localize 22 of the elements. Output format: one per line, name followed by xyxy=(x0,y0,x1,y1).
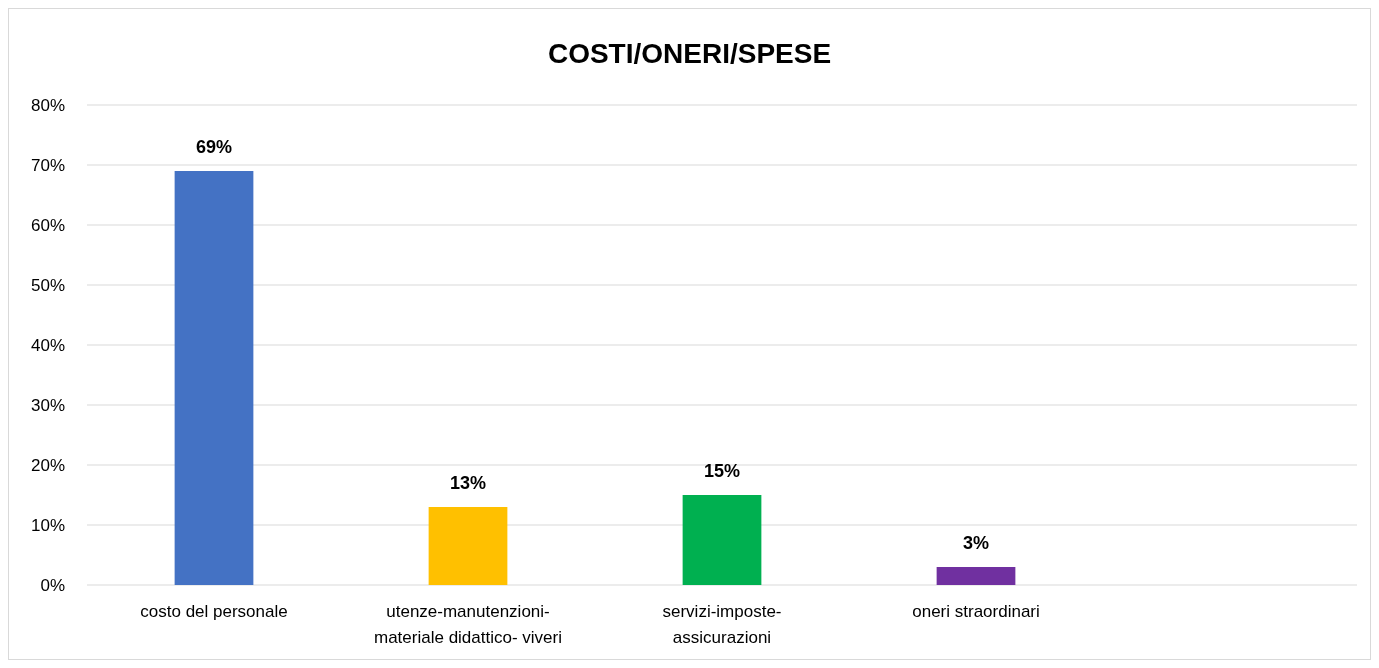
data-label: 13% xyxy=(449,473,487,493)
x-tick-label: servizi-imposte- assicurazioni xyxy=(662,602,782,647)
y-tick-label: 10% xyxy=(30,515,65,535)
bar xyxy=(936,567,1016,585)
bar xyxy=(428,507,508,585)
y-tick-label: 70% xyxy=(30,155,65,175)
chart-title: COSTI/ONERI/SPESE xyxy=(547,38,832,69)
x-tick-label: oneri straordinari xyxy=(912,602,1040,621)
y-tick-label: 0% xyxy=(40,575,65,595)
y-tick-label: 60% xyxy=(30,215,65,235)
y-tick-label: 50% xyxy=(30,275,65,295)
x-tick-label: costo del personale xyxy=(140,602,288,621)
y-tick-label: 40% xyxy=(30,335,65,355)
bar xyxy=(174,171,254,585)
y-tick-label: 80% xyxy=(30,95,65,115)
x-tick-label: utenze-manutenzioni- materiale didattico- viveri xyxy=(373,602,563,647)
data-label: 15% xyxy=(703,461,741,481)
data-label: 3% xyxy=(962,533,990,553)
bar xyxy=(682,495,762,585)
y-tick-label: 20% xyxy=(30,455,65,475)
data-label: 69% xyxy=(195,137,233,157)
y-tick-label: 30% xyxy=(30,395,65,415)
